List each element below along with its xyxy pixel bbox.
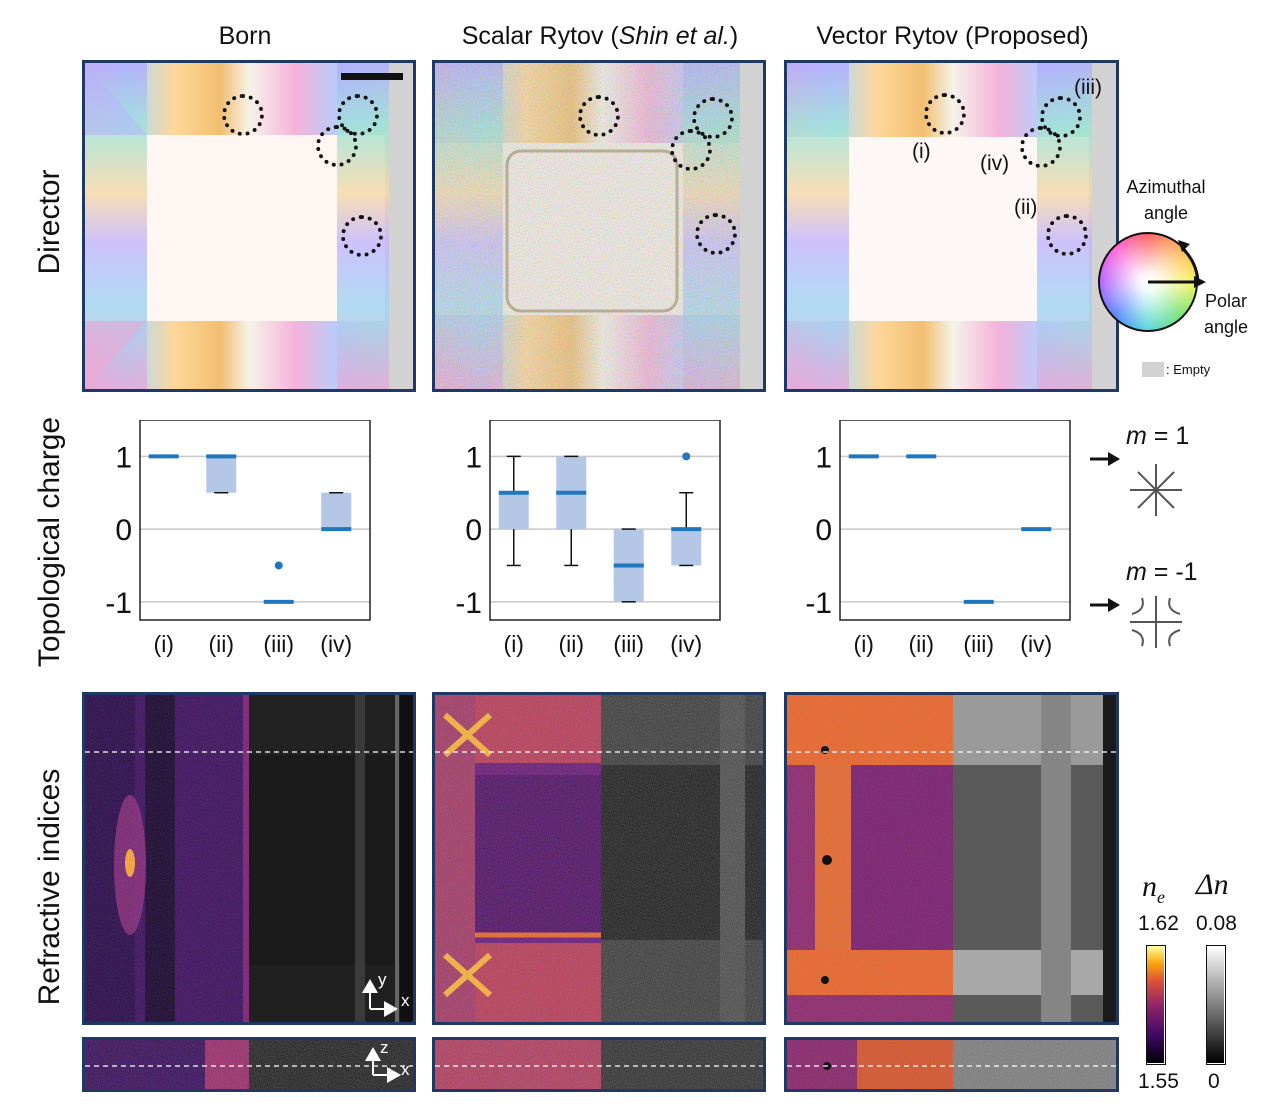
y-tick-label: -1 [105, 587, 132, 620]
plot-frame [139, 419, 371, 621]
box-plot-born: 1 0 -1 (i) (ii) (iii) (iv) [90, 419, 390, 670]
x-tick-label: (iii) [963, 631, 994, 657]
refractive-panel-scalar-rytov-xz [432, 1037, 766, 1092]
refractive-panel-vector-rytov-xz [784, 1037, 1119, 1092]
refractive-panel-born-xy: y x [82, 692, 416, 1025]
ne-min-label: 1.55 [1138, 1070, 1179, 1093]
defect-marker [341, 215, 383, 257]
defect-marker [1040, 96, 1082, 138]
column-title-born: Born [218, 22, 272, 50]
refractive-index-image [435, 695, 763, 1022]
xy-axes-icon [360, 973, 410, 1019]
x-tick-label: (ii) [558, 631, 584, 657]
box [498, 492, 529, 530]
y-tick-label: 1 [815, 441, 832, 474]
radial-defect-icon [1126, 460, 1186, 525]
y-tick-label: -1 [805, 587, 832, 620]
row-label-director: Director [33, 169, 66, 275]
x-tick-label: (iii) [613, 631, 644, 657]
defect-label-iv: (iv) [980, 152, 1010, 175]
y-axis-label: y [378, 970, 387, 989]
scale-bar [341, 73, 403, 80]
x-tick-label: (iv) [670, 631, 702, 657]
charge-label-positive: m = 1 [1126, 422, 1190, 450]
empty-swatch [1142, 362, 1164, 377]
box [206, 456, 237, 493]
defect-marker [695, 213, 737, 255]
box [671, 529, 702, 566]
x-tick-label: (i) [854, 631, 874, 657]
row-label-topological-charge: Topological charge [33, 416, 66, 668]
box-plot-vector-rytov: 1 0 -1 (i) (ii) (iii) (iv) [790, 419, 1090, 670]
defect-label-i: (i) [912, 140, 931, 163]
plot-frame [489, 419, 721, 621]
azimuthal-angle-label: Azimuthal angle [1126, 177, 1206, 223]
x-tick-label: (i) [154, 631, 174, 657]
polar-angle-label: Polar angle [1203, 291, 1249, 337]
defect-label-ii: (ii) [1014, 196, 1038, 219]
refractive-index-image [787, 695, 1116, 1022]
empty-label: : Empty [1166, 362, 1211, 377]
ne-colorbar [1146, 945, 1166, 1065]
x-axis-label: x [401, 1060, 410, 1079]
hyperbolic-defect-icon [1126, 592, 1186, 657]
x-axis-label: x [401, 991, 410, 1010]
y-tick-label: -1 [455, 587, 482, 620]
dn-min-label: 0 [1208, 1070, 1220, 1093]
xz-axes-icon [363, 1043, 413, 1089]
defect-marker [1046, 214, 1088, 256]
defect-marker [578, 95, 620, 137]
refractive-panel-vector-rytov-xy [784, 692, 1119, 1025]
defect-marker [1020, 126, 1062, 168]
row-label-refractive-indices: Refractive indices [33, 768, 66, 1006]
x-tick-label: (ii) [908, 631, 934, 657]
ne-colorbar-title: ne [1142, 870, 1165, 907]
dn-colorbar [1206, 945, 1226, 1065]
refractive-index-image [85, 1040, 413, 1089]
y-tick-label: 1 [465, 441, 482, 474]
y-tick-label: 0 [815, 514, 832, 547]
outlier-point [682, 452, 691, 461]
defect-marker [670, 129, 712, 171]
box [321, 492, 352, 530]
refractive-index-image [435, 1040, 763, 1089]
defect-marker [924, 93, 966, 135]
defect-marker [337, 94, 379, 136]
column-title-scalar-rytov: Scalar Rytov (Shin et al.) [461, 22, 739, 50]
y-tick-label: 0 [115, 514, 132, 547]
dn-max-label: 0.08 [1196, 912, 1237, 935]
column-title-vector-rytov: Vector Rytov (Proposed) [816, 22, 1089, 50]
z-axis-label: z [380, 1038, 389, 1057]
refractive-index-image [85, 695, 413, 1022]
x-tick-label: (iv) [1020, 631, 1052, 657]
refractive-panel-born-xz: z x [82, 1037, 416, 1092]
ne-max-label: 1.62 [1138, 912, 1179, 935]
defect-marker [316, 125, 358, 167]
x-tick-label: (iii) [263, 631, 294, 657]
dn-colorbar-title: Δn [1196, 868, 1229, 901]
arrow-right-icon [1090, 449, 1120, 474]
refractive-index-image [787, 1040, 1116, 1089]
outlier-point [274, 561, 283, 570]
defect-label-iii: (iii) [1074, 76, 1102, 99]
refractive-panel-scalar-rytov-xy [432, 692, 766, 1025]
x-tick-label: (ii) [208, 631, 234, 657]
arrow-right-icon [1090, 595, 1120, 620]
defect-marker [692, 97, 734, 139]
defect-marker [222, 94, 264, 136]
charge-label-negative: m = -1 [1126, 558, 1198, 586]
box-plot-scalar-rytov: 1 0 -1 (i) (ii) (iii) (iv) [440, 419, 740, 670]
x-tick-label: (i) [504, 631, 524, 657]
plot-frame [839, 419, 1071, 621]
color-wheel-icon [1098, 232, 1206, 340]
y-tick-label: 1 [115, 441, 132, 474]
y-tick-label: 0 [465, 514, 482, 547]
x-tick-label: (iv) [320, 631, 352, 657]
